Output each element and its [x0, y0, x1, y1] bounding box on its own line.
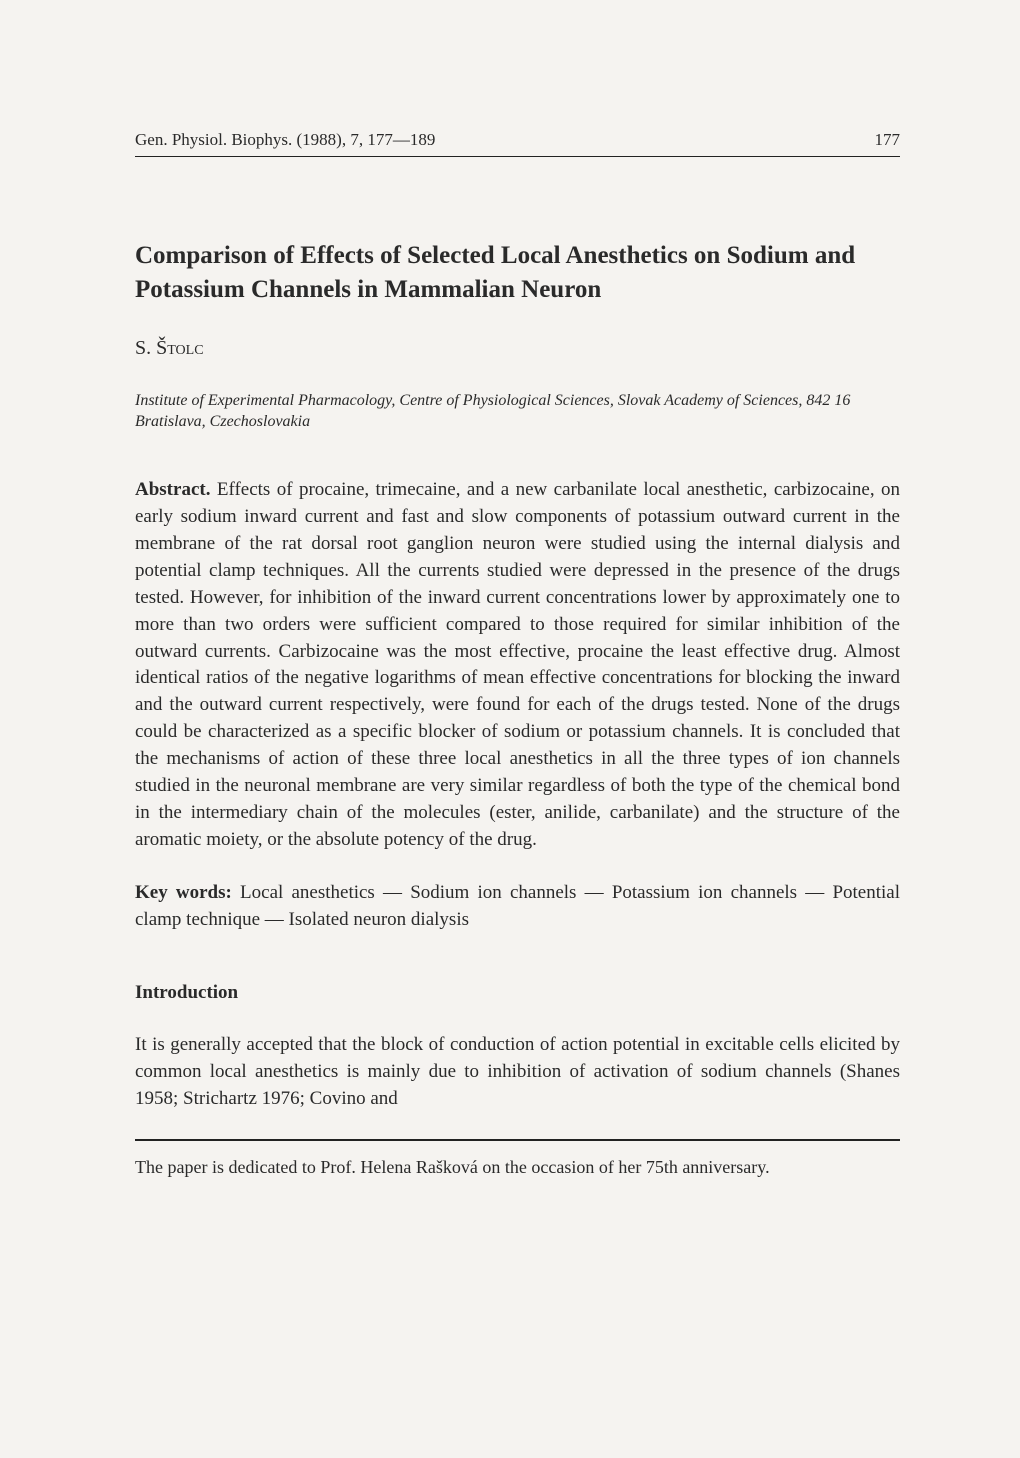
dedication-footnote: The paper is dedicated to Prof. Helena R…: [135, 1155, 900, 1180]
keywords-block: Key words: Local anesthetics — Sodium io…: [135, 880, 900, 934]
footnote-rule: [135, 1139, 900, 1141]
abstract-label: Abstract.: [135, 479, 210, 500]
introduction-paragraph: It is generally accepted that the block …: [135, 1032, 900, 1113]
author-affiliation: Institute of Experimental Pharmacology, …: [135, 390, 900, 433]
journal-citation: Gen. Physiol. Biophys. (1988), 7, 177—18…: [135, 130, 435, 150]
section-heading-introduction: Introduction: [135, 982, 900, 1004]
keywords-label: Key words:: [135, 882, 232, 903]
page-number: 177: [875, 130, 901, 150]
running-head: Gen. Physiol. Biophys. (1988), 7, 177—18…: [135, 130, 900, 157]
article-title: Comparison of Effects of Selected Local …: [135, 239, 900, 307]
keywords-text: Local anesthetics — Sodium ion channels …: [135, 882, 900, 930]
abstract-text: Effects of procaine, trimecaine, and a n…: [135, 479, 900, 851]
abstract-block: Abstract. Effects of procaine, trimecain…: [135, 477, 900, 855]
paper-page: Gen. Physiol. Biophys. (1988), 7, 177—18…: [0, 0, 1020, 1458]
author-name: S. Štolc: [135, 337, 900, 360]
